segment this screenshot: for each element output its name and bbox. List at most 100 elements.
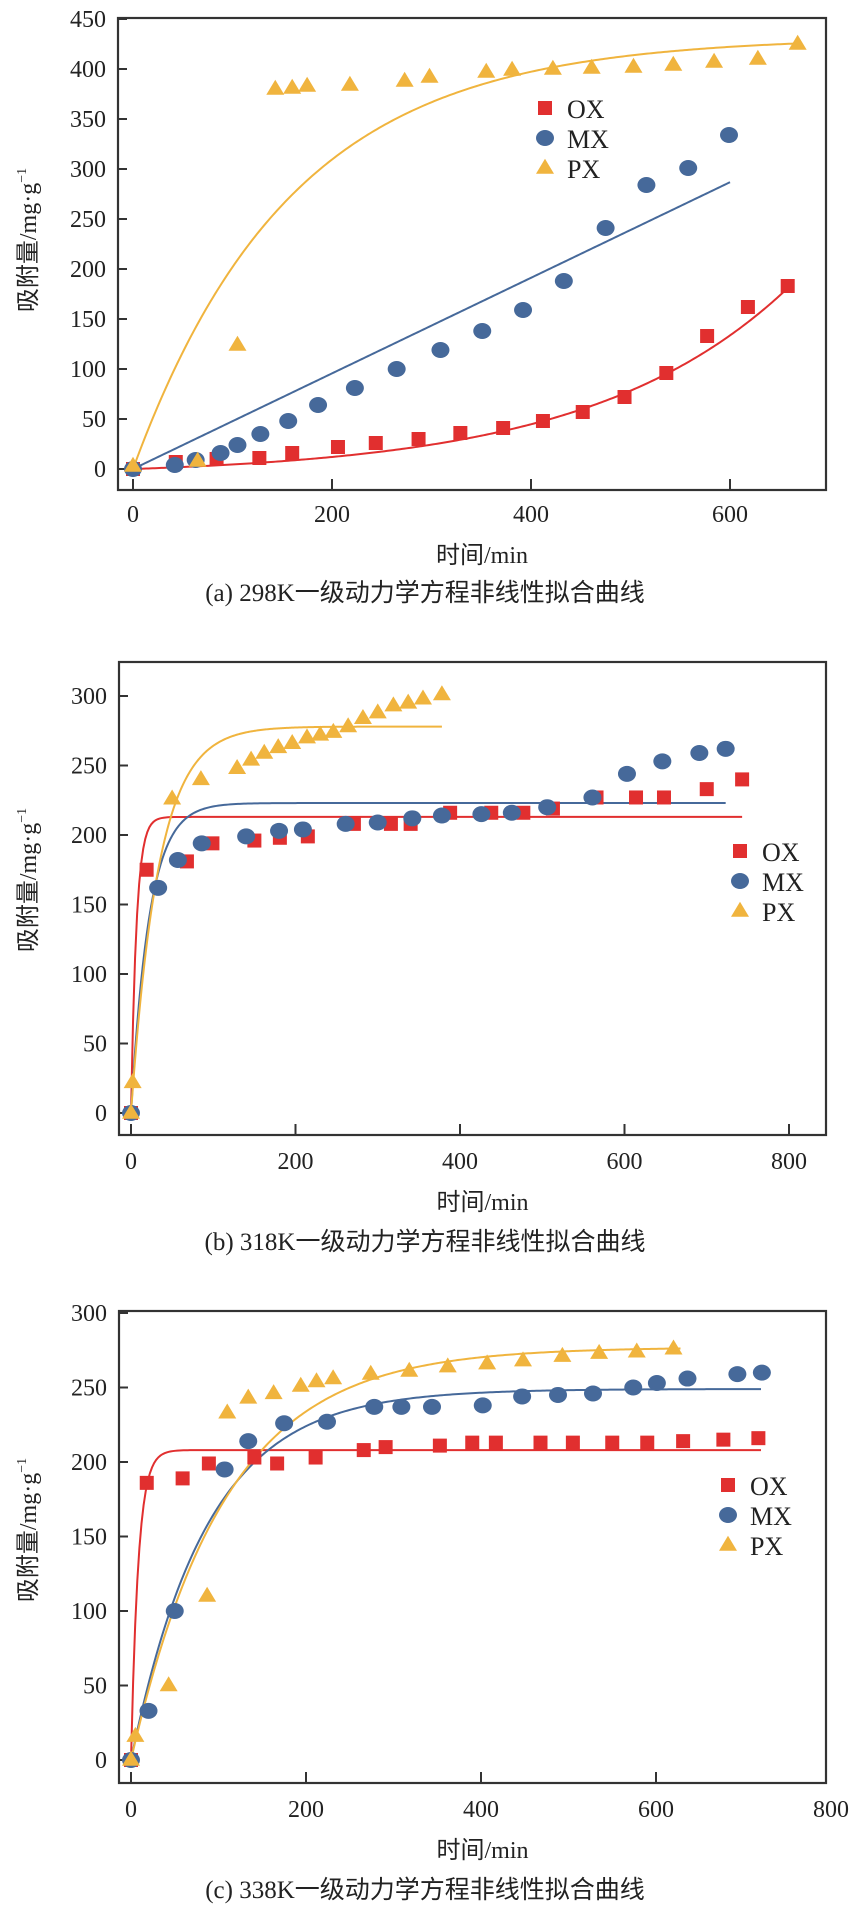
legend-label-ox: OX — [762, 838, 800, 867]
y-axis-title: 吸附量/mg·g−1 — [15, 808, 42, 952]
y-tick-label: 300 — [71, 684, 107, 710]
data-point-px — [123, 1073, 142, 1089]
legend-label-px: PX — [762, 898, 795, 927]
data-point-mx — [237, 828, 256, 845]
data-point-px — [395, 71, 414, 87]
data-point-px — [218, 1403, 237, 1419]
data-point-mx — [345, 380, 364, 396]
data-point-px — [624, 57, 643, 73]
data-point-px — [242, 750, 261, 766]
legend-marker-px — [731, 901, 749, 917]
y-tick-label: 300 — [70, 157, 106, 183]
data-point-px — [748, 49, 767, 65]
data-point-px — [413, 689, 432, 705]
x-tick-label: 600 — [607, 1149, 643, 1175]
data-point-px — [543, 59, 562, 75]
data-point-mx — [473, 323, 492, 339]
plot-frame — [116, 16, 828, 492]
data-point-ox — [535, 414, 550, 428]
data-point-mx — [596, 220, 615, 236]
x-tick-label: 400 — [442, 1149, 478, 1175]
x-tick-label: 0 — [125, 1797, 137, 1823]
data-point-ox — [629, 790, 644, 805]
data-point-mx — [716, 740, 735, 757]
plot-frame — [117, 1309, 828, 1785]
data-point-ox — [368, 436, 383, 450]
y-tick-label: 250 — [71, 1376, 107, 1402]
data-point-mx — [275, 1415, 294, 1432]
data-point-ox — [453, 426, 468, 440]
data-point-px — [266, 79, 285, 95]
data-point-ox — [270, 1456, 285, 1471]
data-point-ox — [605, 1435, 620, 1450]
data-point-ox — [465, 1435, 480, 1450]
y-tick-label: 350 — [70, 107, 106, 133]
data-point-mx — [514, 302, 533, 318]
data-point-px — [264, 1384, 283, 1400]
data-point-ox — [139, 862, 154, 877]
data-point-ox — [699, 782, 714, 797]
data-point-px — [590, 1343, 609, 1359]
data-point-mx — [168, 852, 187, 869]
data-point-px — [582, 58, 601, 74]
data-point-px — [191, 770, 210, 786]
data-point-mx — [720, 127, 739, 143]
data-point-px — [478, 1354, 497, 1370]
data-point-mx — [624, 1379, 643, 1396]
legend-label-ox: OX — [567, 95, 605, 124]
fit-line-px — [130, 725, 442, 1114]
data-point-px — [159, 1676, 178, 1692]
data-point-mx — [270, 822, 289, 839]
plot-frame — [117, 660, 828, 1137]
series-ox — [124, 1431, 766, 1767]
legend-marker-px — [719, 1535, 737, 1551]
data-point-mx — [165, 457, 184, 473]
y-tick-label: 0 — [94, 457, 106, 483]
data-point-ox — [656, 790, 671, 805]
legend-marker-px — [536, 158, 554, 174]
legend-marker-mx — [536, 130, 554, 146]
data-point-mx — [192, 835, 211, 852]
data-point-px — [269, 738, 288, 754]
y-tick-label: 100 — [71, 1599, 107, 1625]
data-point-mx — [549, 1386, 567, 1403]
y-axis-title-main: 吸附量/mg·g — [15, 1473, 42, 1602]
data-point-mx — [502, 804, 521, 821]
data-point-px — [438, 1357, 457, 1373]
chart-panel-b: 0 50 100 150 200 250 300 0 200 400 600 800 时间/min 吸附量… — [15, 660, 828, 1256]
x-tick-label: 600 — [638, 1797, 674, 1823]
y-tick-label: 200 — [70, 257, 106, 283]
data-point-ox — [308, 1450, 323, 1465]
data-point-px — [228, 335, 247, 351]
data-point-mx — [554, 273, 573, 289]
data-point-mx — [309, 397, 328, 413]
data-point-mx — [752, 1364, 771, 1381]
data-point-mx — [368, 814, 387, 831]
y-tick-label: 100 — [70, 357, 106, 383]
y-tick-label: 150 — [71, 893, 107, 919]
data-point-ox — [565, 1435, 580, 1450]
y-axis-title-superscript: −1 — [15, 1458, 30, 1473]
series-px — [122, 1339, 683, 1766]
x-tick-label: 800 — [771, 1149, 807, 1175]
data-point-px — [283, 733, 302, 749]
data-point-mx — [318, 1413, 336, 1430]
x-axis-title: 时间/min — [436, 1837, 528, 1864]
data-point-ox — [330, 440, 345, 454]
chart-panel-a: 0 50 100 150 200 250 300 350 400 450 0 200 400 600 时间/… — [15, 7, 828, 607]
data-point-ox — [383, 816, 398, 831]
data-point-mx — [293, 821, 312, 838]
x-tick-label: 0 — [127, 502, 139, 528]
data-point-px — [324, 722, 343, 738]
x-axis-title: 时间/min — [436, 1189, 528, 1216]
data-point-ox — [496, 421, 511, 435]
data-point-px — [420, 67, 439, 83]
data-point-mx — [473, 1397, 492, 1414]
data-point-px — [122, 1103, 140, 1119]
y-tick-label: 400 — [70, 57, 106, 83]
y-tick-label: 200 — [71, 1450, 107, 1476]
data-point-px — [324, 1369, 343, 1385]
data-point-px — [228, 758, 247, 774]
data-point-px — [432, 685, 451, 701]
